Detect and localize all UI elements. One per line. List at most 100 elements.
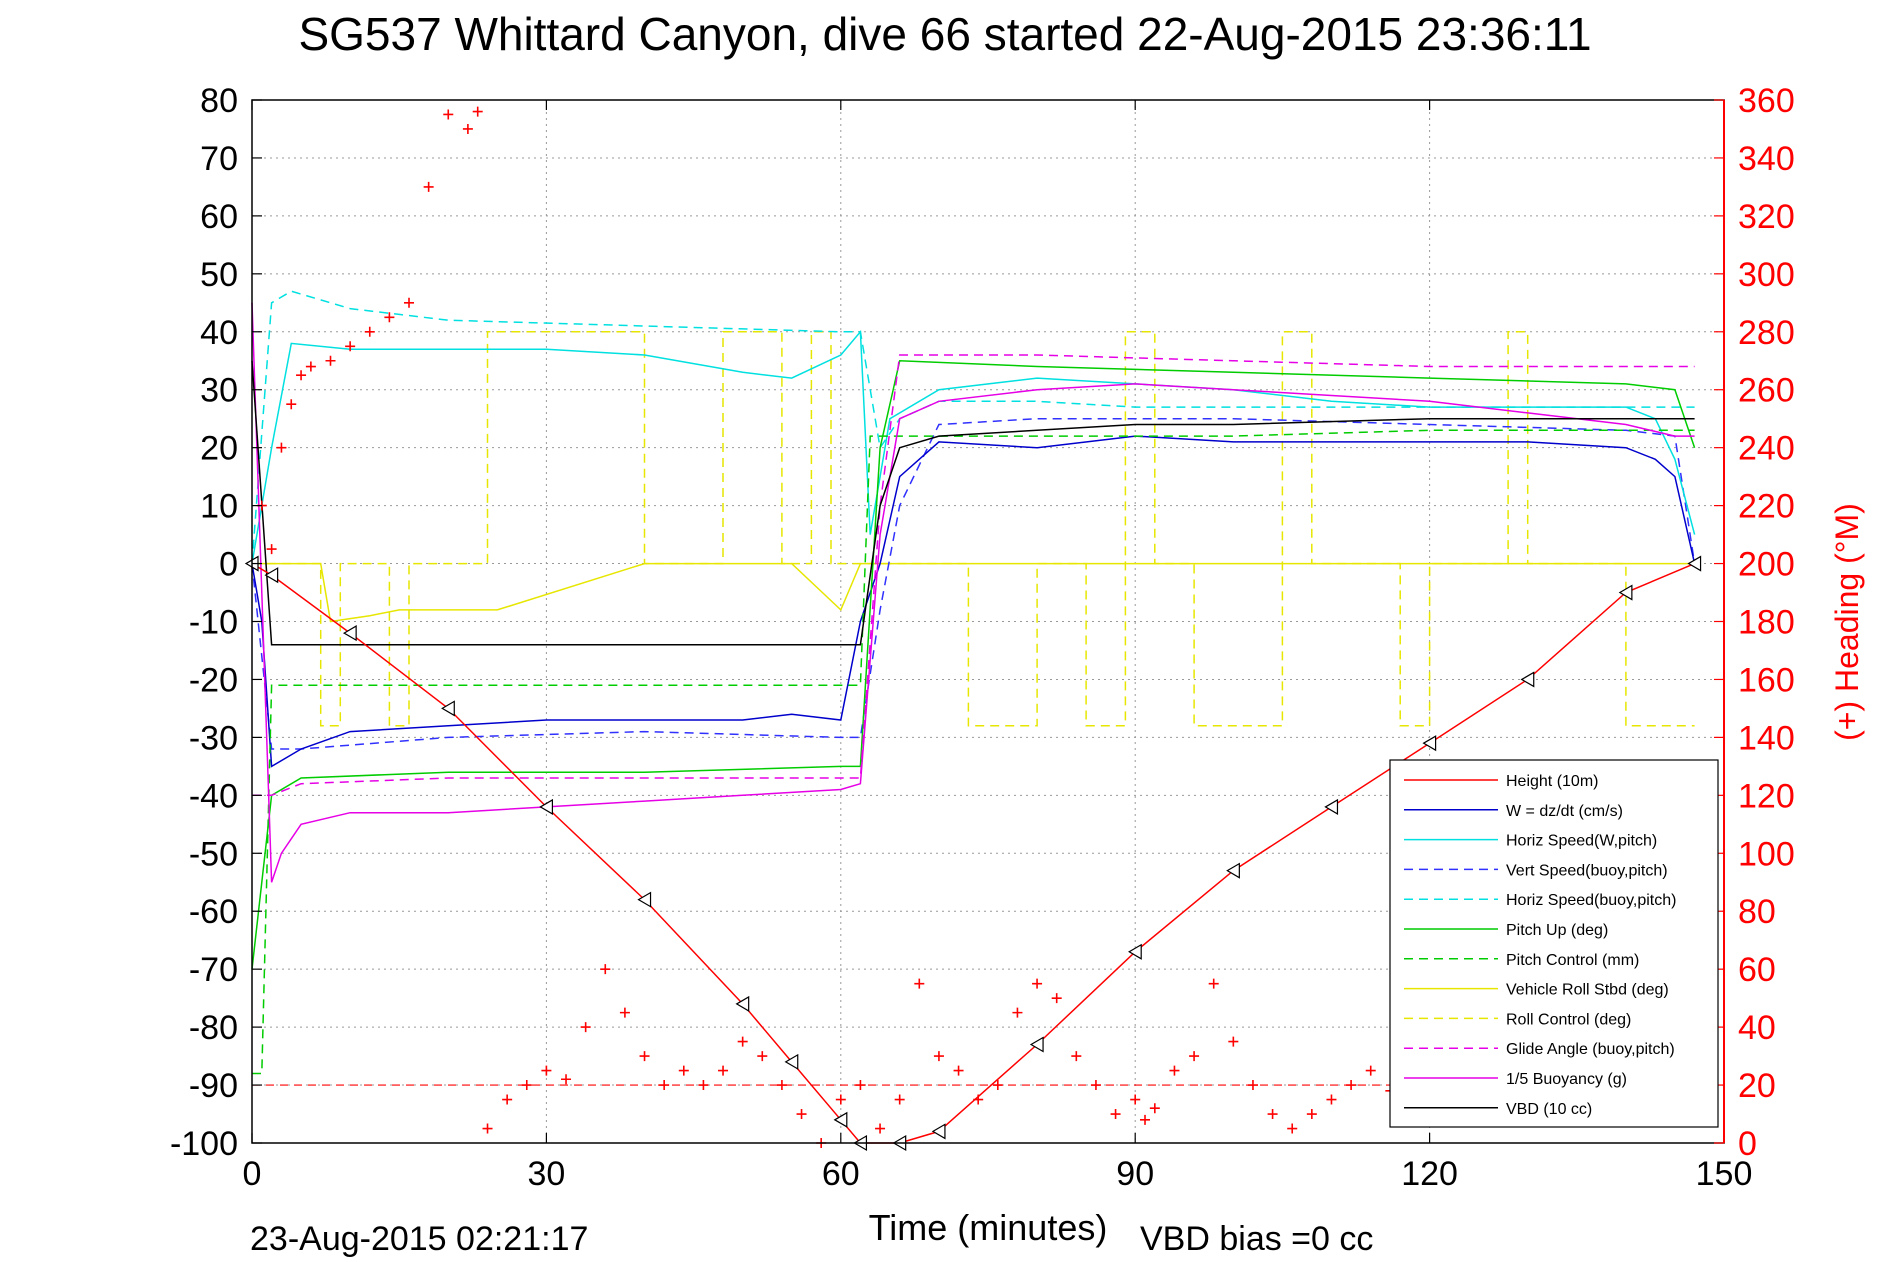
y-tick-label: -50 (189, 835, 238, 873)
heading-marker (541, 1065, 552, 1076)
heading-marker (757, 1051, 768, 1062)
height-triangle-marker (1618, 584, 1633, 601)
heading-marker (404, 297, 415, 308)
legend-label: Vehicle Roll Stbd (deg) (1506, 982, 1669, 999)
y2-tick-label: 360 (1738, 82, 1795, 120)
y2-tick-label: 280 (1738, 314, 1795, 352)
y2-tick-label: 80 (1738, 893, 1776, 931)
legend-label: Pitch Control (mm) (1506, 952, 1639, 969)
heading-marker (659, 1080, 670, 1091)
y2-tick-label: 120 (1738, 777, 1795, 815)
x-tick-label: 30 (527, 1155, 565, 1193)
series-line-10 (252, 354, 1695, 797)
y-tick-label: 30 (200, 372, 238, 410)
heading-marker (1208, 978, 1219, 989)
height-triangle-marker (1422, 735, 1437, 752)
y-tick-label: -40 (189, 777, 238, 815)
heading-marker (286, 399, 297, 410)
y-tick-label: -20 (189, 661, 238, 699)
x-axis: 0 30 60 90 120 150 (243, 100, 1753, 1193)
series-line-8 (252, 562, 1695, 623)
y2-axis-label: (+) Heading (°M) (1829, 503, 1865, 741)
y-tick-label: -60 (189, 893, 238, 931)
y2-tick-label: 340 (1738, 140, 1795, 178)
heading-marker (1032, 978, 1043, 989)
x-tick-label: 90 (1116, 1155, 1154, 1193)
heading-marker (776, 1080, 787, 1091)
series-line-9 (252, 331, 1695, 727)
heading-marker (1228, 1036, 1239, 1047)
y-tick-label: 10 (200, 488, 238, 526)
y-axis-left: 80 70 60 50 40 30 20 10 0 -10 -20 -30 -40 -50 -60 -70 -8… (170, 82, 262, 1163)
y2-tick-label: 20 (1738, 1067, 1776, 1105)
height-triangle-marker (637, 891, 652, 908)
y-tick-label: 60 (200, 198, 238, 236)
y2-tick-label: 160 (1738, 661, 1795, 699)
height-triangle-marker (1687, 555, 1702, 572)
footer-timestamp: 23-Aug-2015 02:21:17 (250, 1220, 588, 1258)
heading-marker (1130, 1094, 1141, 1105)
x-tick-label: 0 (243, 1155, 262, 1193)
heading-marker (345, 341, 356, 352)
gridlines (252, 100, 1724, 1143)
heading-marker (600, 964, 611, 975)
y2-tick-label: 60 (1738, 951, 1776, 989)
x-tick-label: 150 (1696, 1155, 1753, 1193)
heading-marker (1090, 1080, 1101, 1091)
heading-marker (423, 181, 434, 192)
height-triangle-marker (1520, 671, 1535, 688)
y2-tick-label: 320 (1738, 198, 1795, 236)
height-triangle-marker (1226, 862, 1240, 879)
footer-vbd-bias: VBD bias =0 cc (1140, 1220, 1373, 1258)
heading-marker (1267, 1109, 1278, 1120)
height-triangle-marker (735, 995, 750, 1012)
legend-label: Height (10m) (1506, 773, 1598, 790)
legend-label: 1/5 Buoyancy (g) (1506, 1071, 1627, 1088)
height-triangle-marker (833, 1111, 848, 1128)
heading-marker (1169, 1065, 1180, 1076)
heading-marker (1326, 1094, 1337, 1105)
y-tick-label: -100 (170, 1125, 238, 1163)
heading-marker (482, 1123, 493, 1134)
legend-label: Glide Angle (buoy,pitch) (1506, 1041, 1675, 1058)
y-tick-label: 20 (200, 430, 238, 468)
legend-label: Pitch Up (deg) (1506, 922, 1608, 939)
legend: Height (10m) W = dz/dt (cm/s) Horiz Speed(… (1389, 759, 1719, 1128)
heading-marker (1071, 1051, 1082, 1062)
y-tick-label: -30 (189, 719, 238, 757)
heading-marker (875, 1123, 886, 1134)
height-triangle-marker (1128, 943, 1142, 960)
heading-marker (1051, 993, 1062, 1004)
series-line-5 (251, 290, 1695, 564)
y-tick-label: 40 (200, 314, 238, 352)
series-line-6 (251, 360, 1696, 970)
x-tick-label: 120 (1401, 1155, 1458, 1193)
height-triangle-marker (931, 1123, 946, 1140)
heading-marker (718, 1065, 729, 1076)
heading-marker (1110, 1109, 1121, 1120)
y2-tick-label: 220 (1738, 488, 1795, 526)
heading-marker (914, 978, 925, 989)
height-triangle-marker (1029, 1036, 1044, 1053)
heading-marker (894, 1094, 905, 1105)
series-line-11 (251, 302, 1695, 883)
heading-marker (953, 1065, 964, 1076)
heading-marker (305, 361, 316, 372)
y2-tick-label: 260 (1738, 372, 1795, 410)
y-tick-label: -90 (189, 1067, 238, 1105)
heading-marker (1287, 1123, 1298, 1134)
legend-label: Vert Speed(buoy,pitch) (1506, 862, 1668, 879)
heading-marker (1149, 1103, 1160, 1114)
heading-marker (796, 1109, 807, 1120)
chart-title: SG537 Whittard Canyon, dive 66 started 2… (298, 8, 1591, 60)
heading-marker (1247, 1080, 1258, 1091)
height-triangle-marker (784, 1053, 799, 1070)
y2-tick-label: 40 (1738, 1009, 1776, 1047)
heading-marker (855, 1080, 866, 1091)
y-tick-label: -10 (189, 604, 238, 642)
y-tick-label: 70 (200, 140, 238, 178)
y2-tick-label: 0 (1738, 1125, 1757, 1163)
legend-label: W = dz/dt (cm/s) (1506, 803, 1623, 820)
heading-marker (276, 442, 287, 453)
heading-marker (325, 355, 336, 366)
